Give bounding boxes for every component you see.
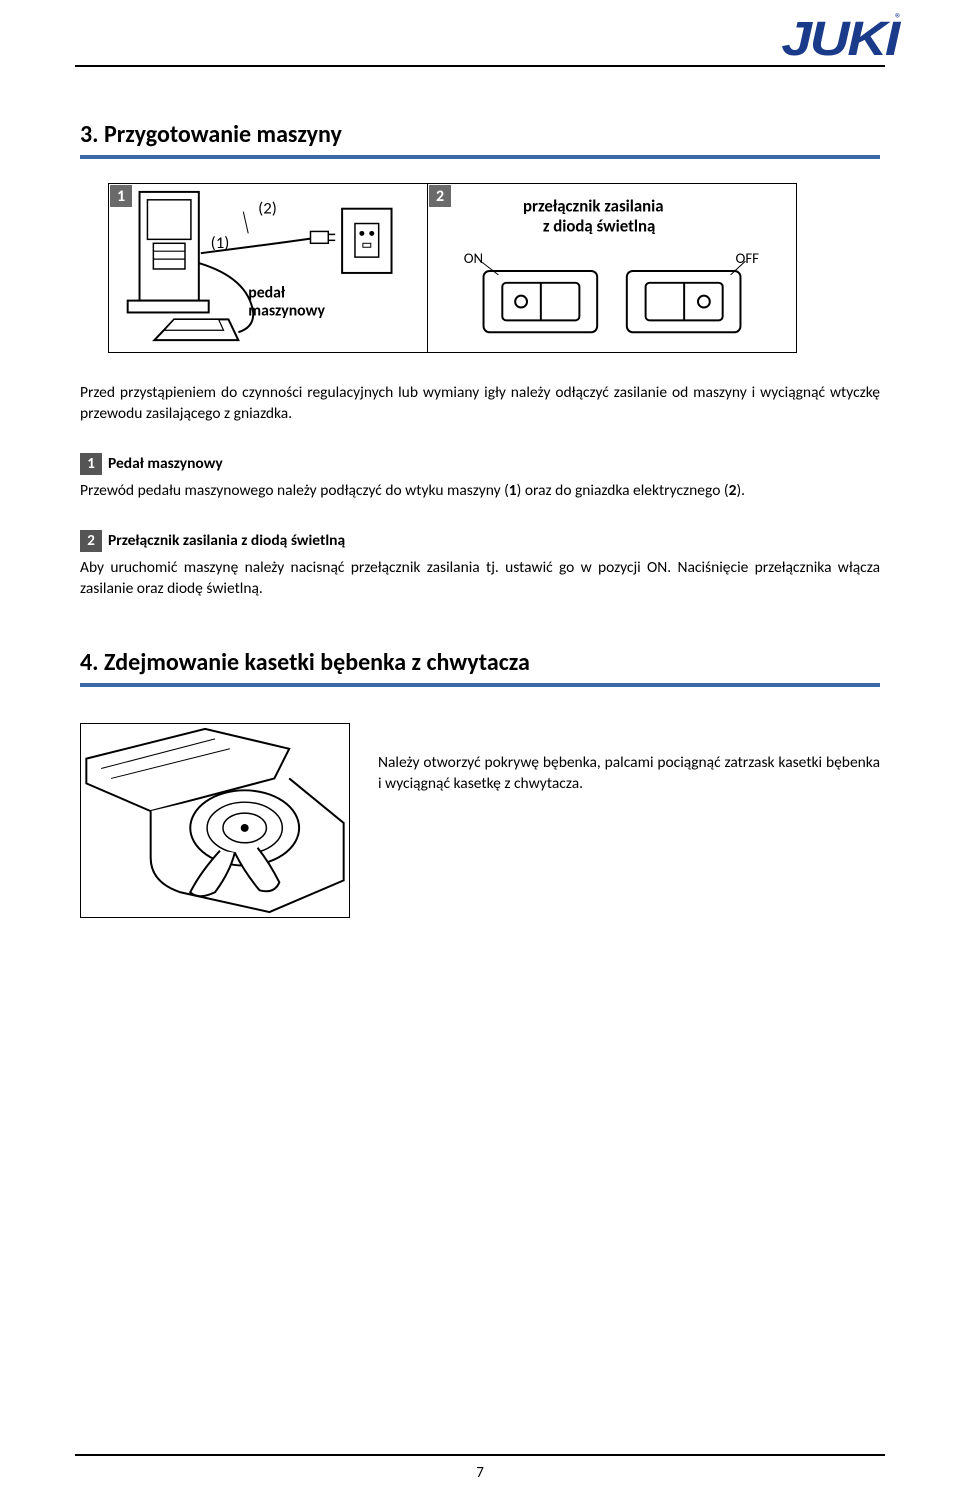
section3-heading: 3. Przygotowanie maszyny [80,120,880,153]
sub2-marker: 2 [80,530,102,552]
figure-number-2: 2 [429,185,451,207]
svg-text:(1): (1) [211,232,230,253]
svg-text:OFF: OFF [736,249,760,267]
registered-mark: ® [895,10,902,27]
heading-underline [80,155,880,159]
footer-rule [75,1454,885,1456]
section3-sub2: 2 Przełącznik zasilania z diodą świetlną… [80,530,880,600]
sub2-text: Aby uruchomić maszynę należy nacisnąć pr… [80,558,880,600]
figure-4-svg [81,724,349,917]
sub2-title: Przełącznik zasilania z diodą świetlną [108,531,345,550]
svg-text:ON: ON [464,249,483,267]
figure-2: 2 przełącznik zasilania z diodą świetlną… [427,183,797,353]
figure-1-svg: (1) (2) pedał maszynowy [109,184,427,352]
svg-text:pedał: pedał [248,284,286,303]
svg-text:przełącznik zasilania: przełącznik zasilania [523,196,664,217]
svg-text:(2): (2) [258,198,277,219]
sub2-header: 2 Przełącznik zasilania z diodą świetlną [80,530,880,552]
header-rule [75,65,885,67]
figure-4 [80,723,350,918]
section3-intro: Przed przystąpieniem do czynności regula… [80,383,880,425]
figure-2-svg: przełącznik zasilania z diodą świetlną O… [428,184,796,352]
section4: 4. Zdejmowanie kasetki bębenka z chwytac… [80,648,880,918]
sub1-header: 1 Pedał maszynowy [80,453,880,475]
section4-underline [80,683,880,687]
sub1-title: Pedał maszynowy [108,454,223,473]
svg-text:maszynowy: maszynowy [248,301,325,320]
sub1-text: Przewód pedału maszynowego należy podłąc… [80,481,880,502]
section3-sub1: 1 Pedał maszynowy Przewód pedału maszyno… [80,453,880,502]
sub1-marker: 1 [80,453,102,475]
section4-row: Należy otworzyć pokrywę bębenka, palcami… [80,723,880,918]
section4-text: Należy otworzyć pokrywę bębenka, palcami… [378,723,880,795]
page-content: 3. Przygotowanie maszyny 1 [0,70,960,918]
svg-text:z diodą świetlną: z diodą świetlną [543,215,656,236]
brand-logo: JUKI [781,12,898,67]
page-header: JUKI ® [0,0,960,70]
figure-number-1: 1 [110,185,132,207]
page-number: 7 [0,1464,960,1482]
figure-row: 1 [108,183,880,353]
figure-1: 1 [108,183,428,353]
section4-heading: 4. Zdejmowanie kasetki bębenka z chwytac… [80,648,880,681]
